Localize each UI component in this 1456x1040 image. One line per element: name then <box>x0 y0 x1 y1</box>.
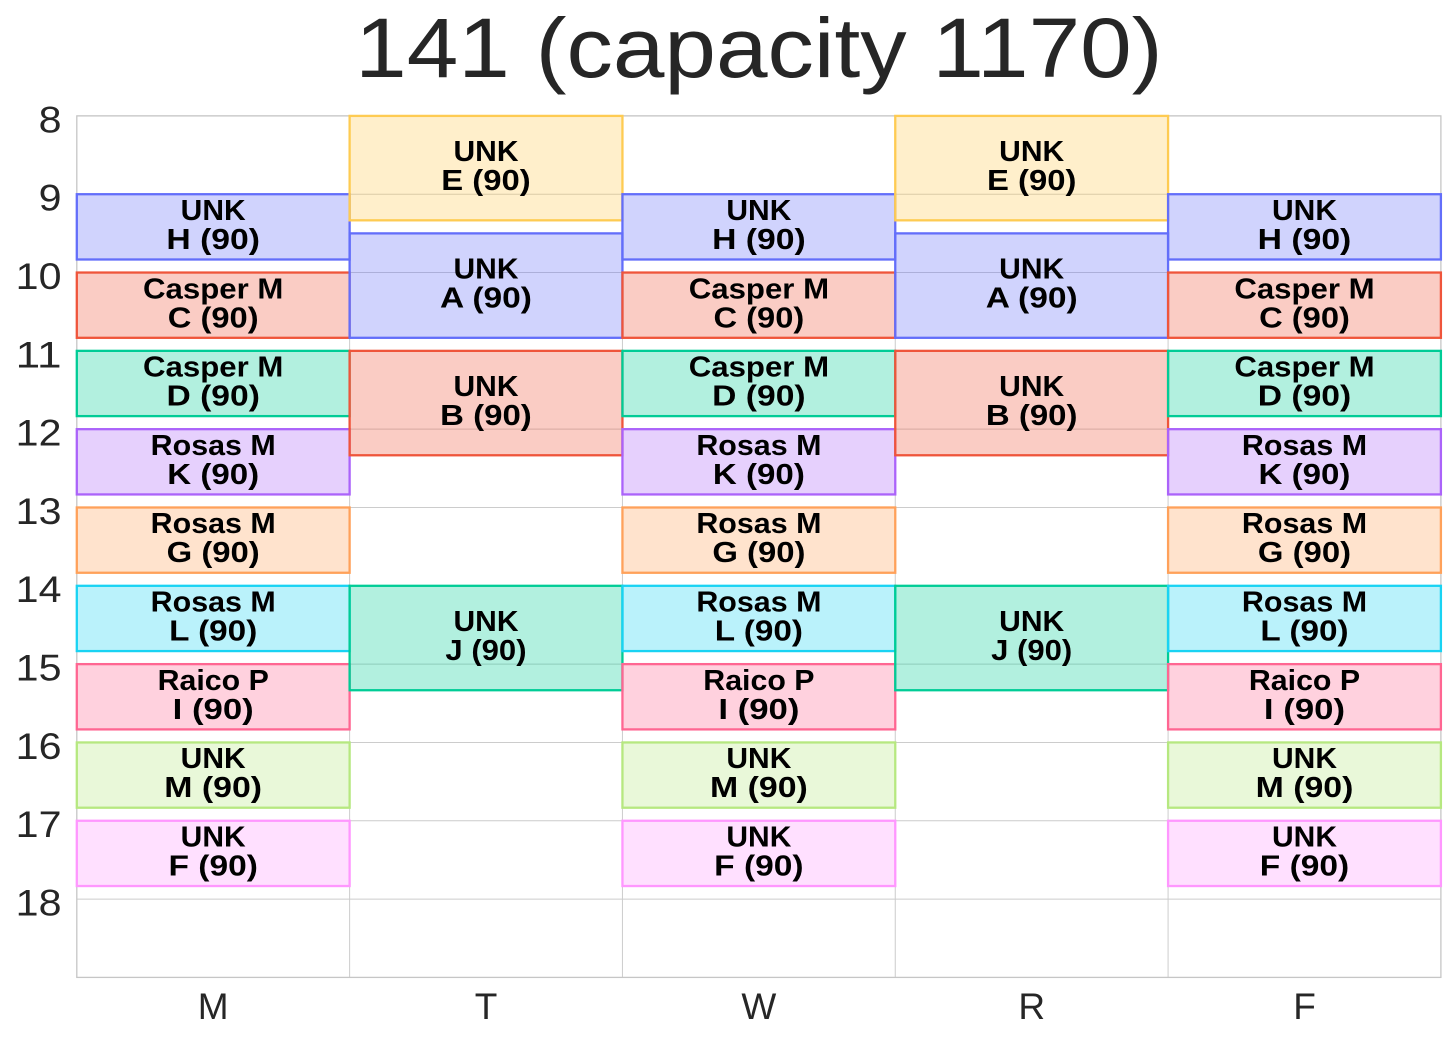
svg-text:Raico P: Raico P <box>158 665 269 697</box>
svg-text:Rosas M: Rosas M <box>1242 430 1367 462</box>
svg-text:UNK: UNK <box>726 743 791 775</box>
svg-text:Raico P: Raico P <box>1249 665 1360 697</box>
svg-text:M (90): M (90) <box>164 772 262 804</box>
svg-text:UNK: UNK <box>726 195 791 227</box>
svg-text:9: 9 <box>39 178 62 219</box>
svg-text:16: 16 <box>16 726 62 767</box>
svg-text:Rosas M: Rosas M <box>696 587 821 619</box>
svg-text:UNK: UNK <box>999 254 1064 286</box>
svg-text:W: W <box>741 986 776 1027</box>
svg-text:UNK: UNK <box>454 136 519 168</box>
svg-text:UNK: UNK <box>1272 743 1337 775</box>
svg-text:L (90): L (90) <box>715 616 803 648</box>
svg-text:UNK: UNK <box>454 371 519 403</box>
svg-text:I (90): I (90) <box>718 694 799 726</box>
svg-text:Casper M: Casper M <box>689 352 829 384</box>
svg-text:K (90): K (90) <box>1259 459 1351 491</box>
svg-text:A (90): A (90) <box>440 283 532 315</box>
svg-text:T: T <box>475 986 498 1027</box>
svg-text:14: 14 <box>16 569 62 610</box>
svg-text:13: 13 <box>16 491 62 532</box>
svg-text:F: F <box>1293 986 1316 1027</box>
svg-text:141 (capacity 1170): 141 (capacity 1170) <box>355 1 1162 95</box>
svg-text:Casper M: Casper M <box>143 352 283 384</box>
svg-text:H (90): H (90) <box>166 224 260 256</box>
svg-text:G (90): G (90) <box>167 537 260 569</box>
svg-text:UNK: UNK <box>454 606 519 638</box>
svg-text:8: 8 <box>39 99 62 140</box>
svg-text:UNK: UNK <box>1272 822 1337 854</box>
svg-text:C (90): C (90) <box>714 302 805 334</box>
svg-text:UNK: UNK <box>999 606 1064 638</box>
svg-text:M (90): M (90) <box>1256 772 1354 804</box>
svg-text:B (90): B (90) <box>440 400 532 432</box>
svg-text:Casper M: Casper M <box>1234 273 1374 305</box>
svg-text:L (90): L (90) <box>1260 616 1348 648</box>
svg-text:17: 17 <box>16 804 62 845</box>
svg-text:UNK: UNK <box>181 195 246 227</box>
svg-text:F (90): F (90) <box>169 851 258 883</box>
svg-text:Rosas M: Rosas M <box>151 508 276 540</box>
svg-text:UNK: UNK <box>999 136 1064 168</box>
svg-text:Rosas M: Rosas M <box>696 508 821 540</box>
svg-text:M: M <box>198 986 229 1027</box>
svg-text:H (90): H (90) <box>1258 224 1352 256</box>
svg-text:Casper M: Casper M <box>689 273 829 305</box>
svg-text:F (90): F (90) <box>1260 851 1349 883</box>
svg-text:F (90): F (90) <box>714 851 803 883</box>
svg-text:UNK: UNK <box>999 371 1064 403</box>
svg-text:Rosas M: Rosas M <box>1242 587 1367 619</box>
svg-text:B (90): B (90) <box>986 400 1078 432</box>
svg-text:18: 18 <box>16 882 62 923</box>
svg-text:Rosas M: Rosas M <box>1242 508 1367 540</box>
svg-text:UNK: UNK <box>181 743 246 775</box>
svg-text:E (90): E (90) <box>441 165 530 197</box>
svg-text:Rosas M: Rosas M <box>696 430 821 462</box>
svg-text:M (90): M (90) <box>710 772 808 804</box>
svg-text:UNK: UNK <box>1272 195 1337 227</box>
svg-text:UNK: UNK <box>454 254 519 286</box>
svg-text:Casper M: Casper M <box>143 273 283 305</box>
svg-text:I (90): I (90) <box>1264 694 1345 726</box>
svg-text:H (90): H (90) <box>712 224 806 256</box>
svg-text:Rosas M: Rosas M <box>151 430 276 462</box>
svg-text:J (90): J (90) <box>445 635 526 667</box>
svg-text:10: 10 <box>16 256 62 297</box>
svg-text:11: 11 <box>16 334 62 375</box>
svg-text:E (90): E (90) <box>987 165 1076 197</box>
svg-text:C (90): C (90) <box>1259 302 1350 334</box>
svg-text:G (90): G (90) <box>1258 537 1351 569</box>
svg-text:D (90): D (90) <box>1258 381 1351 413</box>
svg-text:D (90): D (90) <box>712 381 805 413</box>
svg-text:I (90): I (90) <box>173 694 254 726</box>
svg-text:Raico P: Raico P <box>703 665 814 697</box>
svg-text:D (90): D (90) <box>167 381 260 413</box>
svg-text:12: 12 <box>16 413 62 454</box>
svg-text:UNK: UNK <box>181 822 246 854</box>
svg-text:UNK: UNK <box>726 822 791 854</box>
svg-text:J (90): J (90) <box>991 635 1072 667</box>
svg-text:15: 15 <box>16 648 62 689</box>
svg-text:Rosas M: Rosas M <box>151 587 276 619</box>
svg-text:G (90): G (90) <box>712 537 805 569</box>
svg-text:R: R <box>1018 986 1045 1027</box>
svg-text:L (90): L (90) <box>169 616 257 648</box>
svg-text:Casper M: Casper M <box>1234 352 1374 384</box>
svg-text:A (90): A (90) <box>986 283 1078 315</box>
svg-text:C (90): C (90) <box>168 302 259 334</box>
svg-text:K (90): K (90) <box>713 459 805 491</box>
svg-text:K (90): K (90) <box>167 459 259 491</box>
